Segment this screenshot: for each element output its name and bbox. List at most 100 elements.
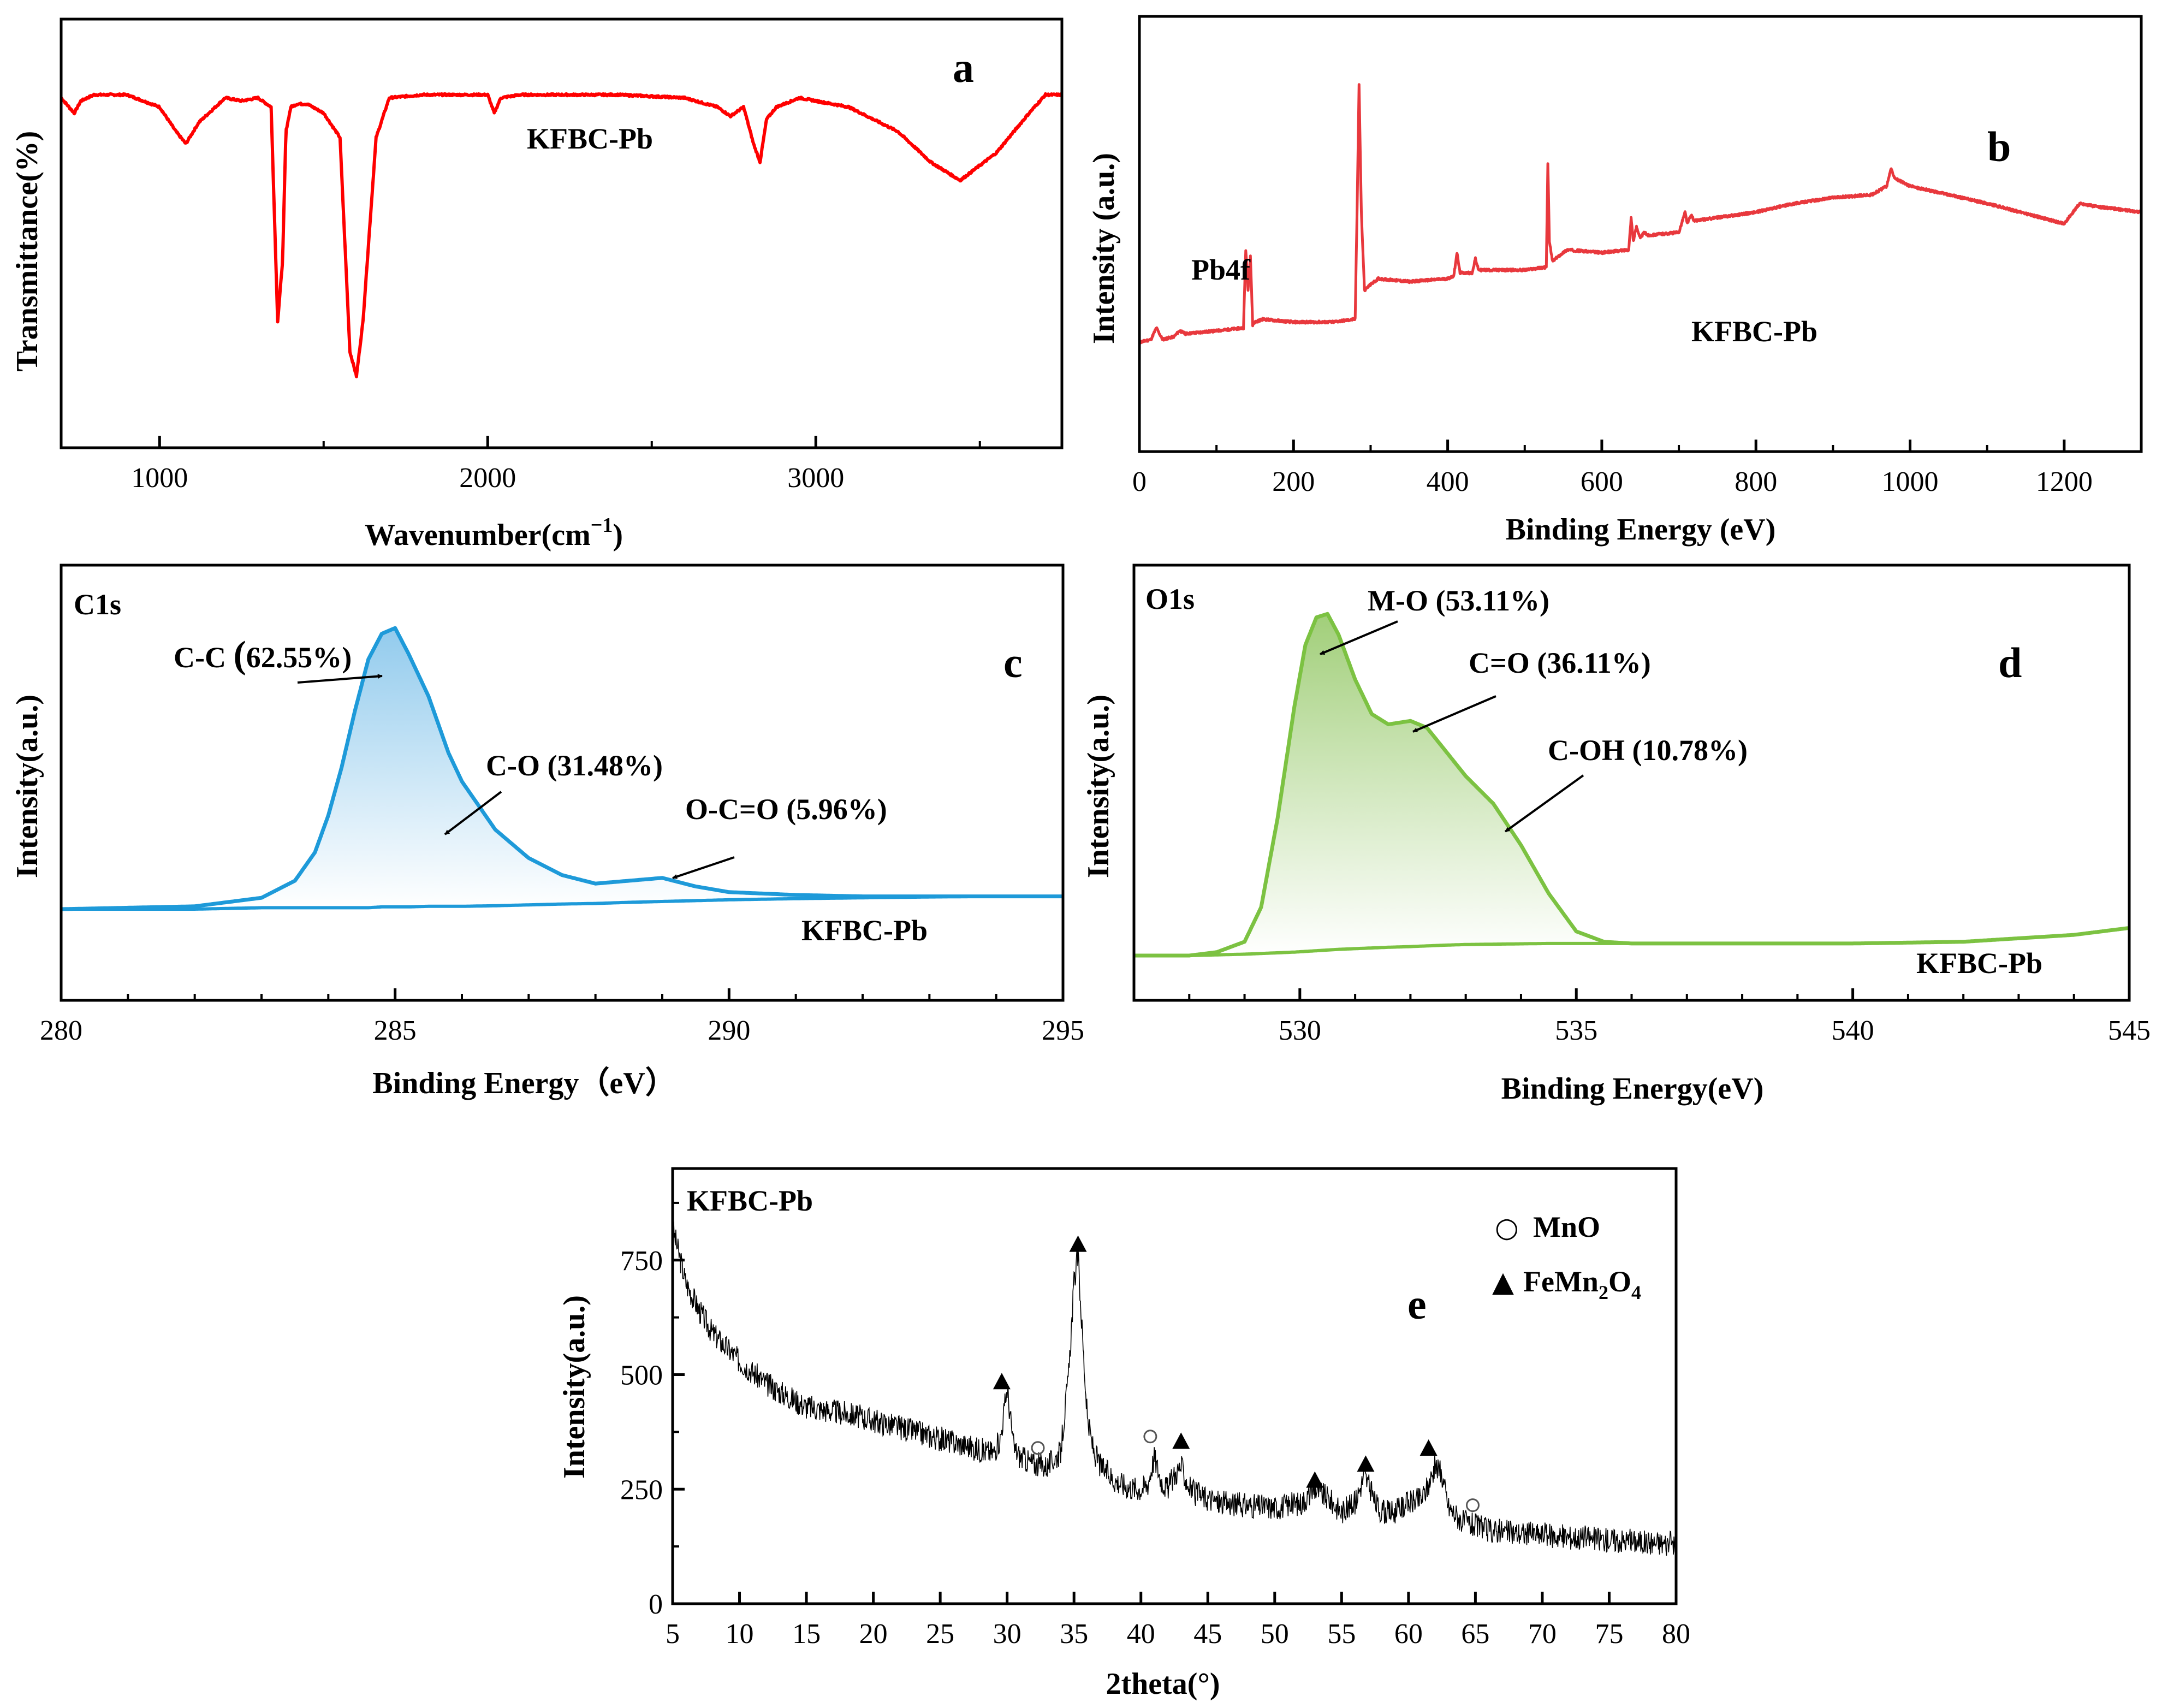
panel-e-ytick-label: 500 [620,1360,663,1391]
panel-b-series-line [1138,83,2143,345]
panel-c-co-label: C-O (31.48%) [486,749,663,782]
panel-e-circle-marker [1143,1430,1157,1444]
panel-c-cc-paren: ( [233,634,246,676]
panel-c-cc-label: C-C (62.55%) [174,634,352,676]
panel-d-sample-label: KFBC-Pb [1916,947,2042,980]
panel-e-triangle-marker [1306,1471,1324,1488]
panel-b-xtick-label: 800 [1735,466,1777,497]
panel-a-ylabel: Transmittance(%) [10,131,44,372]
panel-e-xlabel: 2theta(°) [1106,1667,1220,1701]
panel-c-envelope-line [60,626,1064,911]
panel-d-coh-label: C-OH (10.78%) [1548,734,1748,767]
panel-c-frame [60,564,1065,1002]
panel-e-ytick-label: 0 [649,1589,663,1620]
panel-c-title: C1s [74,588,121,621]
panel-d-xtick-label: 545 [2108,1015,2151,1046]
panel-e-legend-fe2: 2 [1599,1282,1608,1303]
panel-c-c1s: 280 285 290 295 C1s c C-C (62.55%) C-O (31.… [10,564,1084,1100]
panel-e-triangle-marker [1172,1432,1190,1449]
panel-c-xtick-label: 290 [708,1015,750,1046]
panel-b-xtick-label: 0 [1132,466,1147,497]
panel-a-ticks: 1000 2000 3000 [131,436,981,494]
panel-e-xtick-label: 35 [1060,1618,1088,1650]
panel-e-legend-fe4: 4 [1631,1282,1641,1303]
panel-e-xtick-label: 80 [1662,1618,1690,1650]
panel-e-triangle-marker [1419,1439,1438,1456]
panel-d-coh-arrow [1504,774,1584,833]
panel-e-circle-marker [1465,1498,1480,1513]
panel-d-xtick-label: 540 [1832,1015,1874,1046]
panel-e-frame [671,1167,1678,1605]
panel-a-xlabel-end: ) [613,518,623,552]
panel-d-co-arrow [1412,695,1496,733]
panel-e-xtick-label: 25 [926,1618,954,1650]
panel-e-xtick-label: 45 [1193,1618,1222,1650]
panel-c-xtick-label: 280 [40,1015,82,1046]
panel-a-xtick-label: 1000 [131,462,188,494]
panel-e-triangle-marker [1357,1455,1375,1472]
panel-b-sample-label: KFBC-Pb [1691,315,1817,348]
panel-a-series-line [60,92,1064,378]
panel-a-xtick-label: 3000 [787,462,844,494]
panel-d-co-label: C=O (36.11%) [1469,647,1651,679]
panel-c-xtick-label: 295 [1042,1015,1084,1046]
panel-d-xtick-label: 530 [1279,1015,1321,1046]
panel-e-xtick-label: 30 [993,1618,1021,1650]
panel-b-xtick-label: 400 [1427,466,1469,497]
panel-b-xtick-label: 600 [1581,466,1623,497]
panel-d-mo-label: M-O (53.11%) [1368,584,1549,617]
panel-e-xtick-label: 60 [1394,1618,1423,1650]
panel-e-xtick-label: 50 [1261,1618,1289,1650]
panel-a-xlabel-sup: −1 [591,514,613,537]
panel-e-xtick-label: 15 [792,1618,821,1650]
panel-d-title: O1s [1145,583,1195,615]
panel-b-pb4f-label: Pb4f [1191,253,1251,286]
panel-e-ytick-label: 750 [620,1246,663,1277]
panel-d-fill-area [1134,614,2129,956]
panel-e-xtick-label: 10 [726,1618,754,1650]
panel-b-xps-survey: 0 200 400 600 800 1000 1200 b Pb4f KFBC-Pb Bin… [1087,15,2143,547]
panel-c-xtick-label: 285 [374,1015,417,1046]
panel-e-triangle-marker [993,1373,1011,1390]
panel-a-ftir: 1000 2000 3000 a KFBC-Pb Wavenumber(cm−1) … [10,17,1064,552]
panel-e-ticks: 5 10 15 20 25 30 35 40 45 50 55 60 65 70 75 80 0 250 500 75… [620,1201,1690,1650]
panel-b-xtick-label: 1000 [1882,466,1939,497]
panel-e-legend-circle-icon: ○ [1495,1212,1519,1243]
panel-b-xlabel: Binding Energy (eV) [1506,513,1776,547]
panel-a-xlabel: Wavenumber(cm−1) [365,514,623,552]
panel-e-circle-marker [1031,1441,1045,1455]
panel-e-plot-area [672,1221,1676,1556]
panel-c-cc-post: 62.55%) [246,641,352,674]
panel-b-letter: b [1987,123,2011,170]
panel-a-sample-label: KFBC-Pb [527,122,653,155]
panel-c-sample-label: KFBC-Pb [801,914,928,947]
panel-b-ylabel: Intensity (a.u.) [1087,153,1121,344]
panel-a-xlabel-main: Wavenumber(cm [365,518,591,552]
panel-c-letter: c [1003,639,1023,686]
panel-e-title: KFBC-Pb [687,1184,813,1217]
panel-e-xtick-label: 40 [1127,1618,1155,1650]
panel-e-xrd: 5 10 15 20 25 30 35 40 45 50 55 60 65 70 75 80 0 250 500 75… [557,1167,1690,1701]
panel-e-xtick-label: 70 [1528,1618,1557,1650]
panel-d-envelope-line [1133,612,2130,958]
panel-e-xtick-label: 20 [859,1618,888,1650]
panel-c-ticks: 280 285 290 295 [40,988,1084,1046]
panel-e-legend-triangle-icon: ▲ [1492,1266,1514,1298]
panel-b-plot-area [1138,83,2143,345]
panel-c-co-arrow [444,791,502,835]
panel-c-cc-pre: C-C [174,641,233,674]
panel-d-mo-arrow [1320,620,1398,655]
panel-b-ticks: 0 200 400 600 800 1000 1200 [1132,440,2142,497]
panel-d-ylabel: Intensity(a.u.) [1082,695,1115,878]
panel-e-xtick-label: 55 [1327,1618,1356,1650]
panel-d-letter: d [1998,639,2022,686]
panel-e-legend-mno: MnO [1533,1211,1600,1243]
panel-e-ylabel: Intensity(a.u.) [557,1295,591,1479]
panel-c-cc-arrow [297,674,383,684]
panel-e-peak-markers [993,1235,1480,1513]
panel-d-o1s: 530 535 540 545 O1s d M-O (53.11%) C=O (36.… [1082,564,2151,1106]
panel-c-oco-arrow [672,856,735,879]
panel-e-xtick-label: 75 [1595,1618,1623,1650]
